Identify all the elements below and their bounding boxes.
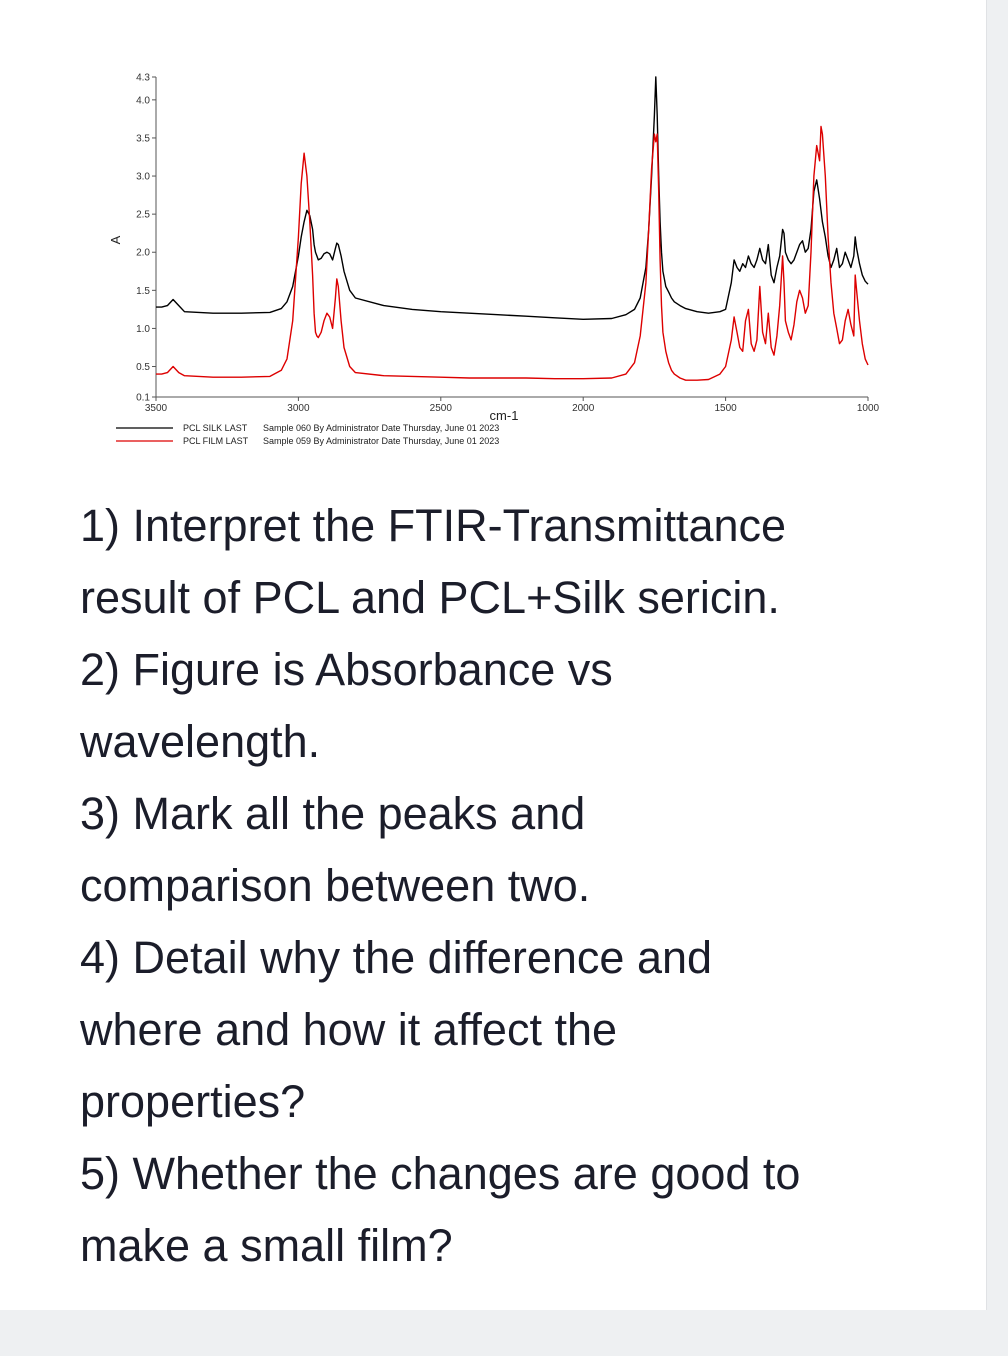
series-line-0 [156, 76, 869, 320]
y-tick-label: 3.0 [136, 172, 150, 183]
x-tick-label: 3500 [145, 403, 168, 414]
legend-series-name: PCL SILK LAST [183, 423, 248, 433]
page-bottom-bar [0, 1310, 1008, 1356]
y-tick-label: 2.5 [136, 210, 150, 221]
y-tick-label: 2.0 [136, 248, 150, 259]
y-tick-label: 3.5 [136, 133, 150, 144]
x-tick-label: 1000 [857, 403, 880, 414]
x-tick-label: 2500 [430, 403, 453, 414]
y-tick-label: 4.3 [136, 73, 150, 84]
question-line: result of PCL and PCL+Silk sericin. [80, 572, 780, 623]
question-line: properties? [80, 1076, 306, 1127]
x-tick-label: 3000 [287, 403, 310, 414]
ftir-chart: 0.1 0.5 1.0 1.5 2.0 2.5 3.0 3.5 4.0 4.3 3500 3000 25… [80, 50, 900, 450]
question-line: where and how it affect the [80, 1004, 618, 1055]
y-tick-label: 0.5 [136, 362, 150, 373]
question-line: 1) Interpret the FTIR-Transmittance [80, 500, 787, 551]
y-tick-label: 0.1 [136, 393, 150, 404]
series-line-1 [156, 125, 869, 381]
question-line: 5) Whether the changes are good to [80, 1148, 801, 1199]
y-tick-label: 1.5 [136, 286, 150, 297]
x-axis-label: cm-1 [490, 408, 519, 423]
page-right-border [986, 0, 1008, 1356]
legend-series-description: Sample 060 By Administrator Date Thursda… [263, 423, 499, 433]
page: 0.1 0.5 1.0 1.5 2.0 2.5 3.0 3.5 4.0 4.3 3500 3000 25… [80, 50, 960, 1282]
y-axis-label: A [108, 235, 123, 244]
y-tick-label: 1.0 [136, 324, 150, 335]
legend-series-name: PCL FILM LAST [183, 436, 249, 446]
question-line: wavelength. [80, 716, 321, 767]
x-tick-label: 2000 [572, 403, 595, 414]
y-tick-label: 4.0 [136, 95, 150, 106]
question-line: comparison between two. [80, 860, 591, 911]
x-tick-label: 1500 [714, 403, 737, 414]
question-line: 2) Figure is Absorbance vs [80, 644, 613, 695]
question-line: 3) Mark all the peaks and [80, 788, 586, 839]
legend-series-description: Sample 059 By Administrator Date Thursda… [263, 436, 499, 446]
question-line: 4) Detail why the difference and [80, 932, 713, 983]
question-line: make a small film? [80, 1220, 453, 1271]
ftir-chart-svg: 0.1 0.5 1.0 1.5 2.0 2.5 3.0 3.5 4.0 4.3 3500 3000 25… [108, 73, 880, 447]
question-text: 1) Interpret the FTIR-Transmittance resu… [80, 490, 960, 1282]
